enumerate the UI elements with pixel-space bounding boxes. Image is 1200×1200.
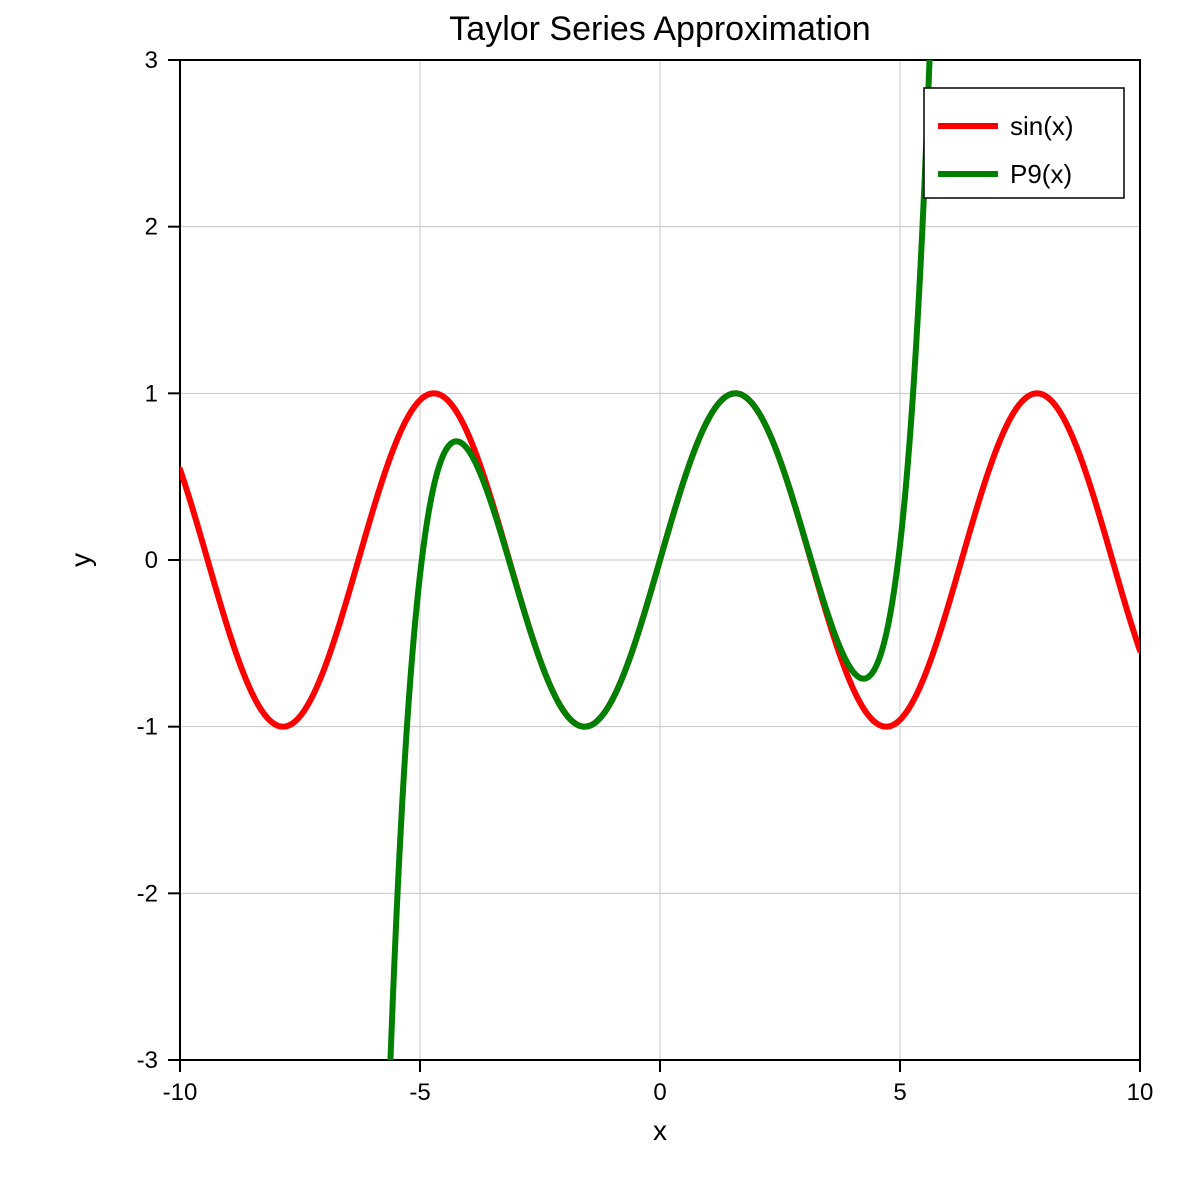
xtick-label: 10 bbox=[1127, 1079, 1154, 1106]
taylor-chart: -10-50510-3-2-10123xyTaylor Series Appro… bbox=[0, 0, 1200, 1200]
ytick-label: 1 bbox=[145, 380, 158, 407]
legend-label: P9(x) bbox=[1010, 159, 1072, 189]
ytick-label: 0 bbox=[145, 547, 158, 574]
xtick-label: 0 bbox=[653, 1079, 666, 1106]
ytick-label: -2 bbox=[137, 880, 158, 907]
y-axis-label: y bbox=[65, 553, 96, 567]
xtick-label: 5 bbox=[893, 1079, 906, 1106]
chart-title: Taylor Series Approximation bbox=[449, 10, 870, 48]
xtick-label: -10 bbox=[163, 1079, 198, 1106]
ytick-label: 3 bbox=[145, 47, 158, 74]
ytick-label: 2 bbox=[145, 214, 158, 241]
x-axis-label: x bbox=[653, 1115, 667, 1146]
xtick-label: -5 bbox=[409, 1079, 430, 1106]
legend: sin(x) P9(x) bbox=[924, 88, 1124, 198]
legend-label: sin(x) bbox=[1010, 111, 1074, 141]
ytick-label: -1 bbox=[137, 714, 158, 741]
ytick-label: -3 bbox=[137, 1047, 158, 1074]
